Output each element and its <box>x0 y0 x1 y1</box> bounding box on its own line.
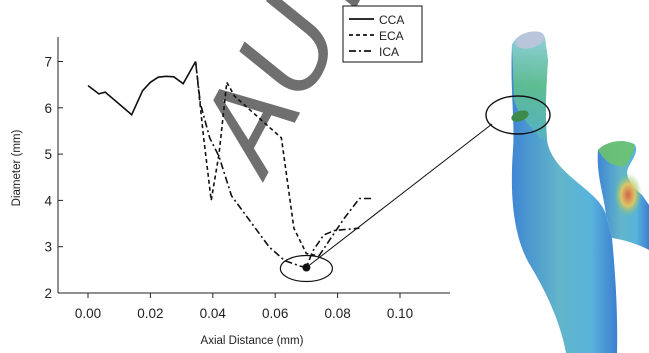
x-axis-title: Axial Distance (mm) <box>201 335 304 347</box>
vessel-bifurcation-hotspot <box>614 173 642 217</box>
minimum-point <box>302 263 311 272</box>
legend-label-ica: ICA <box>379 45 399 59</box>
x-tick-label: 0.06 <box>262 306 288 321</box>
x-tick-label: 0.02 <box>137 306 163 321</box>
x-tick-label: 0.08 <box>324 306 350 321</box>
vessel-model <box>511 31 649 353</box>
y-axis-title: Diameter (mm) <box>11 130 23 207</box>
y-tick-label: 6 <box>44 101 52 116</box>
legend-box <box>342 5 423 63</box>
legend-label-cca: CCA <box>379 13 404 27</box>
series-cca-line <box>87 61 197 116</box>
series-eca-line <box>194 61 320 257</box>
plot-axes: 2 3 4 5 6 7 0.00 0.02 0.04 0.06 0.08 0.10 <box>44 37 450 321</box>
legend-label-eca: ECA <box>379 29 404 43</box>
y-tick-label: 2 <box>44 286 52 301</box>
y-tick-label: 3 <box>44 240 52 255</box>
series-ica-extension-line <box>318 197 374 257</box>
x-tick-label: 0.00 <box>75 306 101 321</box>
connector-line <box>306 123 493 268</box>
legend: CCA ECA ICA <box>342 5 423 63</box>
vessel-stenosis-section <box>511 110 529 122</box>
y-tick-label: 4 <box>44 193 52 208</box>
x-ticks: 0.00 0.02 0.04 0.06 0.08 0.10 <box>75 293 413 321</box>
series-ica-line <box>194 61 360 269</box>
x-tick-label: 0.04 <box>200 306 227 321</box>
y-tick-label: 5 <box>44 147 52 162</box>
minimum-ellipse <box>279 254 333 283</box>
y-tick-label: 7 <box>44 55 52 70</box>
vessel-eca-green <box>598 141 635 167</box>
vessel-top-opening <box>515 31 545 49</box>
model-zoom-ellipse <box>485 95 551 135</box>
series-layer <box>87 61 374 269</box>
x-tick-label: 0.10 <box>387 306 413 321</box>
y-ticks: 2 3 4 5 6 7 <box>44 55 63 301</box>
